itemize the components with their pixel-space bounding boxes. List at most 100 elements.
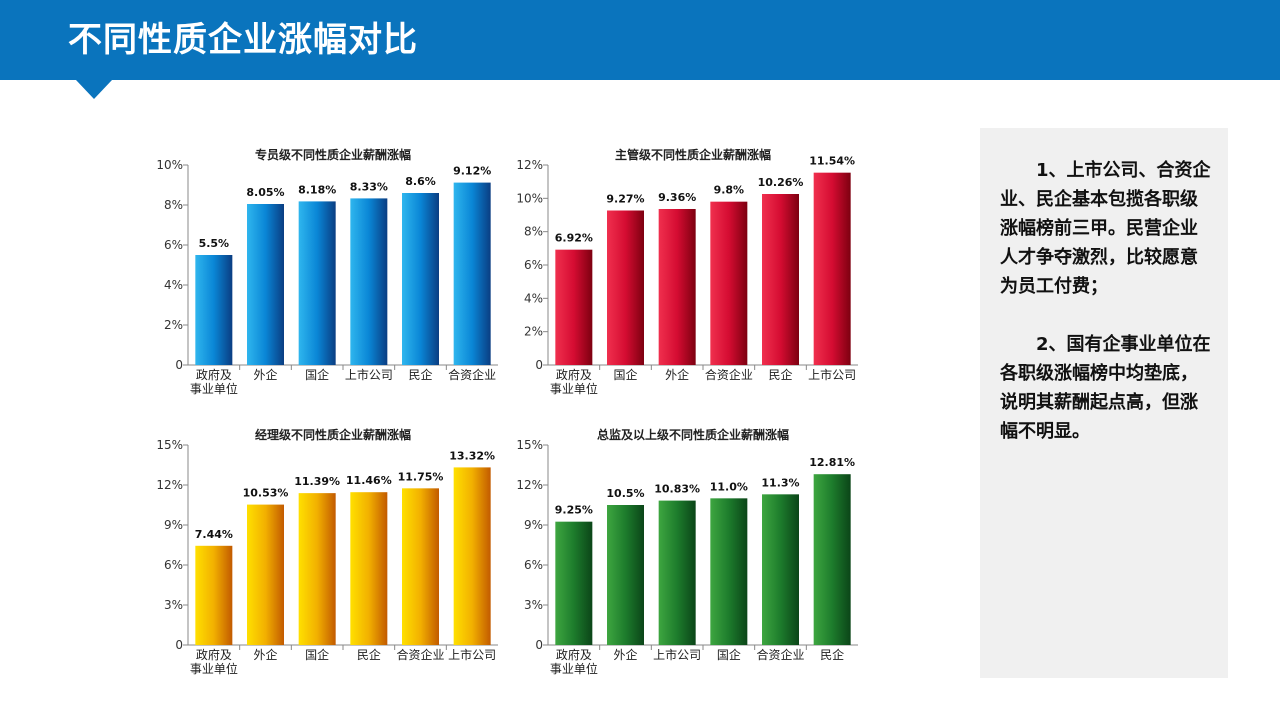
bar: [298, 201, 336, 365]
x-tick-label: 政府及: [556, 367, 592, 382]
chart-supervisor-level: 主管级不同性质企业薪酬涨幅 0 2% 4% 6% 8% 10% 12% 6.92% 政府及 事业单位…: [508, 140, 868, 400]
x-tick-label: 事业单位: [550, 661, 598, 676]
bar: [710, 498, 748, 645]
bar: [402, 193, 439, 365]
chart-specialist-level: 专员级不同性质企业薪酬涨幅 0 2% 4% 6% 8% 10% 5.5% 政府及 事业单位 8.05…: [148, 140, 508, 400]
x-tick-label: 事业单位: [190, 381, 238, 396]
data-label: 11.75%: [398, 470, 444, 483]
y-tick-label: 0: [175, 638, 183, 652]
header-pointer: [76, 80, 112, 99]
bar: [607, 210, 644, 365]
data-label: 8.33%: [350, 180, 388, 193]
bar: [195, 255, 233, 365]
bar: [195, 545, 233, 645]
x-tick-label: 合资企业: [705, 367, 753, 382]
bar: [555, 521, 593, 645]
bar: [350, 492, 388, 645]
data-label: 11.3%: [761, 476, 799, 489]
y-tick-label: 6%: [164, 558, 183, 572]
x-tick-label: 政府及: [556, 647, 592, 662]
x-tick-label: 国企: [613, 367, 637, 382]
y-tick-label: 4%: [164, 278, 183, 292]
x-tick-label: 外企: [253, 367, 277, 382]
y-tick-label: 15%: [516, 438, 543, 452]
x-tick-label: 合资企业: [396, 647, 444, 662]
data-label: 9.27%: [606, 193, 644, 206]
chart-director-level: 总监及以上级不同性质企业薪酬涨幅 0 3% 6% 9% 12% 15% 9.25% 政府及 事业单…: [508, 420, 868, 680]
y-tick-label: 0: [175, 358, 183, 372]
bar: [247, 504, 284, 645]
header-bar: [0, 0, 1280, 80]
bar: [402, 488, 439, 645]
x-tick-label: 上市公司: [653, 647, 701, 662]
y-tick-label: 8%: [164, 198, 183, 212]
x-tick-label: 国企: [305, 367, 329, 382]
x-tick-label: 合资企业: [756, 647, 804, 662]
data-label: 11.46%: [346, 474, 392, 487]
x-tick-label: 民企: [768, 367, 792, 382]
chart-title: 总监及以上级不同性质企业薪酬涨幅: [597, 427, 789, 442]
bar: [607, 505, 644, 645]
x-tick-label: 外企: [613, 647, 637, 662]
chart-manager-level: 经理级不同性质企业薪酬涨幅 0 3% 6% 9% 12% 15% 7.44% 政府及 事业单位 10…: [148, 420, 508, 680]
y-tick-label: 2%: [164, 318, 183, 332]
bar: [298, 493, 336, 645]
y-tick-label: 0: [535, 358, 543, 372]
bar: [350, 198, 388, 365]
bar: [813, 172, 851, 365]
data-label: 9.36%: [658, 191, 696, 204]
bar: [658, 209, 696, 365]
note-paragraph-2: 2、国有企事业单位在各职级涨幅榜中均垫底，说明其薪酬起点高，但涨幅不明显。: [1000, 334, 1211, 442]
chart-title: 主管级不同性质企业薪酬涨幅: [615, 147, 771, 162]
note-paragraph-1: 1、上市公司、合资企业、民企基本包揽各职级涨幅榜前三甲。民营企业人才争夺激烈，比…: [1000, 160, 1211, 297]
y-tick-label: 9%: [164, 518, 183, 532]
x-tick-label: 事业单位: [550, 381, 598, 396]
bar: [453, 467, 491, 645]
data-label: 12.81%: [809, 456, 855, 469]
bar: [762, 194, 799, 365]
y-tick-label: 0: [535, 638, 543, 652]
y-tick-label: 12%: [516, 158, 543, 172]
notes-text: 1、上市公司、合资企业、民企基本包揽各职级涨幅榜前三甲。民营企业人才争夺激烈，比…: [1000, 156, 1214, 446]
x-tick-label: 国企: [305, 647, 329, 662]
page-title: 不同性质企业涨幅对比: [68, 20, 418, 60]
y-tick-label: 12%: [156, 478, 183, 492]
data-label: 10.26%: [758, 176, 804, 189]
y-tick-label: 10%: [516, 191, 543, 205]
bar: [658, 500, 696, 645]
data-label: 13.32%: [449, 449, 495, 462]
data-label: 10.5%: [606, 487, 644, 500]
data-label: 9.12%: [453, 165, 491, 178]
bar: [555, 249, 593, 365]
y-tick-label: 12%: [516, 478, 543, 492]
data-label: 7.44%: [195, 528, 233, 541]
y-tick-label: 2%: [524, 325, 543, 339]
chart-svg: 总监及以上级不同性质企业薪酬涨幅 0 3% 6% 9% 12% 15% 9.25% 政府及事业单…: [516, 427, 858, 676]
data-label: 10.83%: [654, 483, 700, 496]
y-tick-label: 8%: [524, 225, 543, 239]
x-tick-label: 国企: [717, 647, 741, 662]
y-tick-label: 6%: [164, 238, 183, 252]
notes-panel: 1、上市公司、合资企业、民企基本包揽各职级涨幅榜前三甲。民营企业人才争夺激烈，比…: [980, 128, 1228, 678]
x-tick-label: 政府及: [196, 647, 232, 662]
x-tick-label: 民企: [357, 647, 381, 662]
y-tick-label: 6%: [524, 558, 543, 572]
x-tick-label: 上市公司: [345, 367, 393, 382]
x-tick-label: 民企: [820, 647, 844, 662]
bar: [813, 474, 851, 645]
data-label: 5.5%: [199, 237, 230, 250]
bar: [453, 182, 491, 365]
data-label: 8.18%: [298, 183, 336, 196]
bar: [762, 494, 799, 645]
data-label: 9.25%: [555, 504, 593, 517]
x-tick-label: 合资企业: [448, 367, 496, 382]
y-tick-label: 15%: [156, 438, 183, 452]
chart-title: 经理级不同性质企业薪酬涨幅: [255, 427, 411, 442]
data-label: 10.53%: [243, 487, 289, 500]
data-label: 11.39%: [294, 475, 340, 488]
data-label: 6.92%: [555, 232, 593, 245]
x-tick-label: 上市公司: [808, 367, 856, 382]
data-label: 9.8%: [714, 184, 745, 197]
